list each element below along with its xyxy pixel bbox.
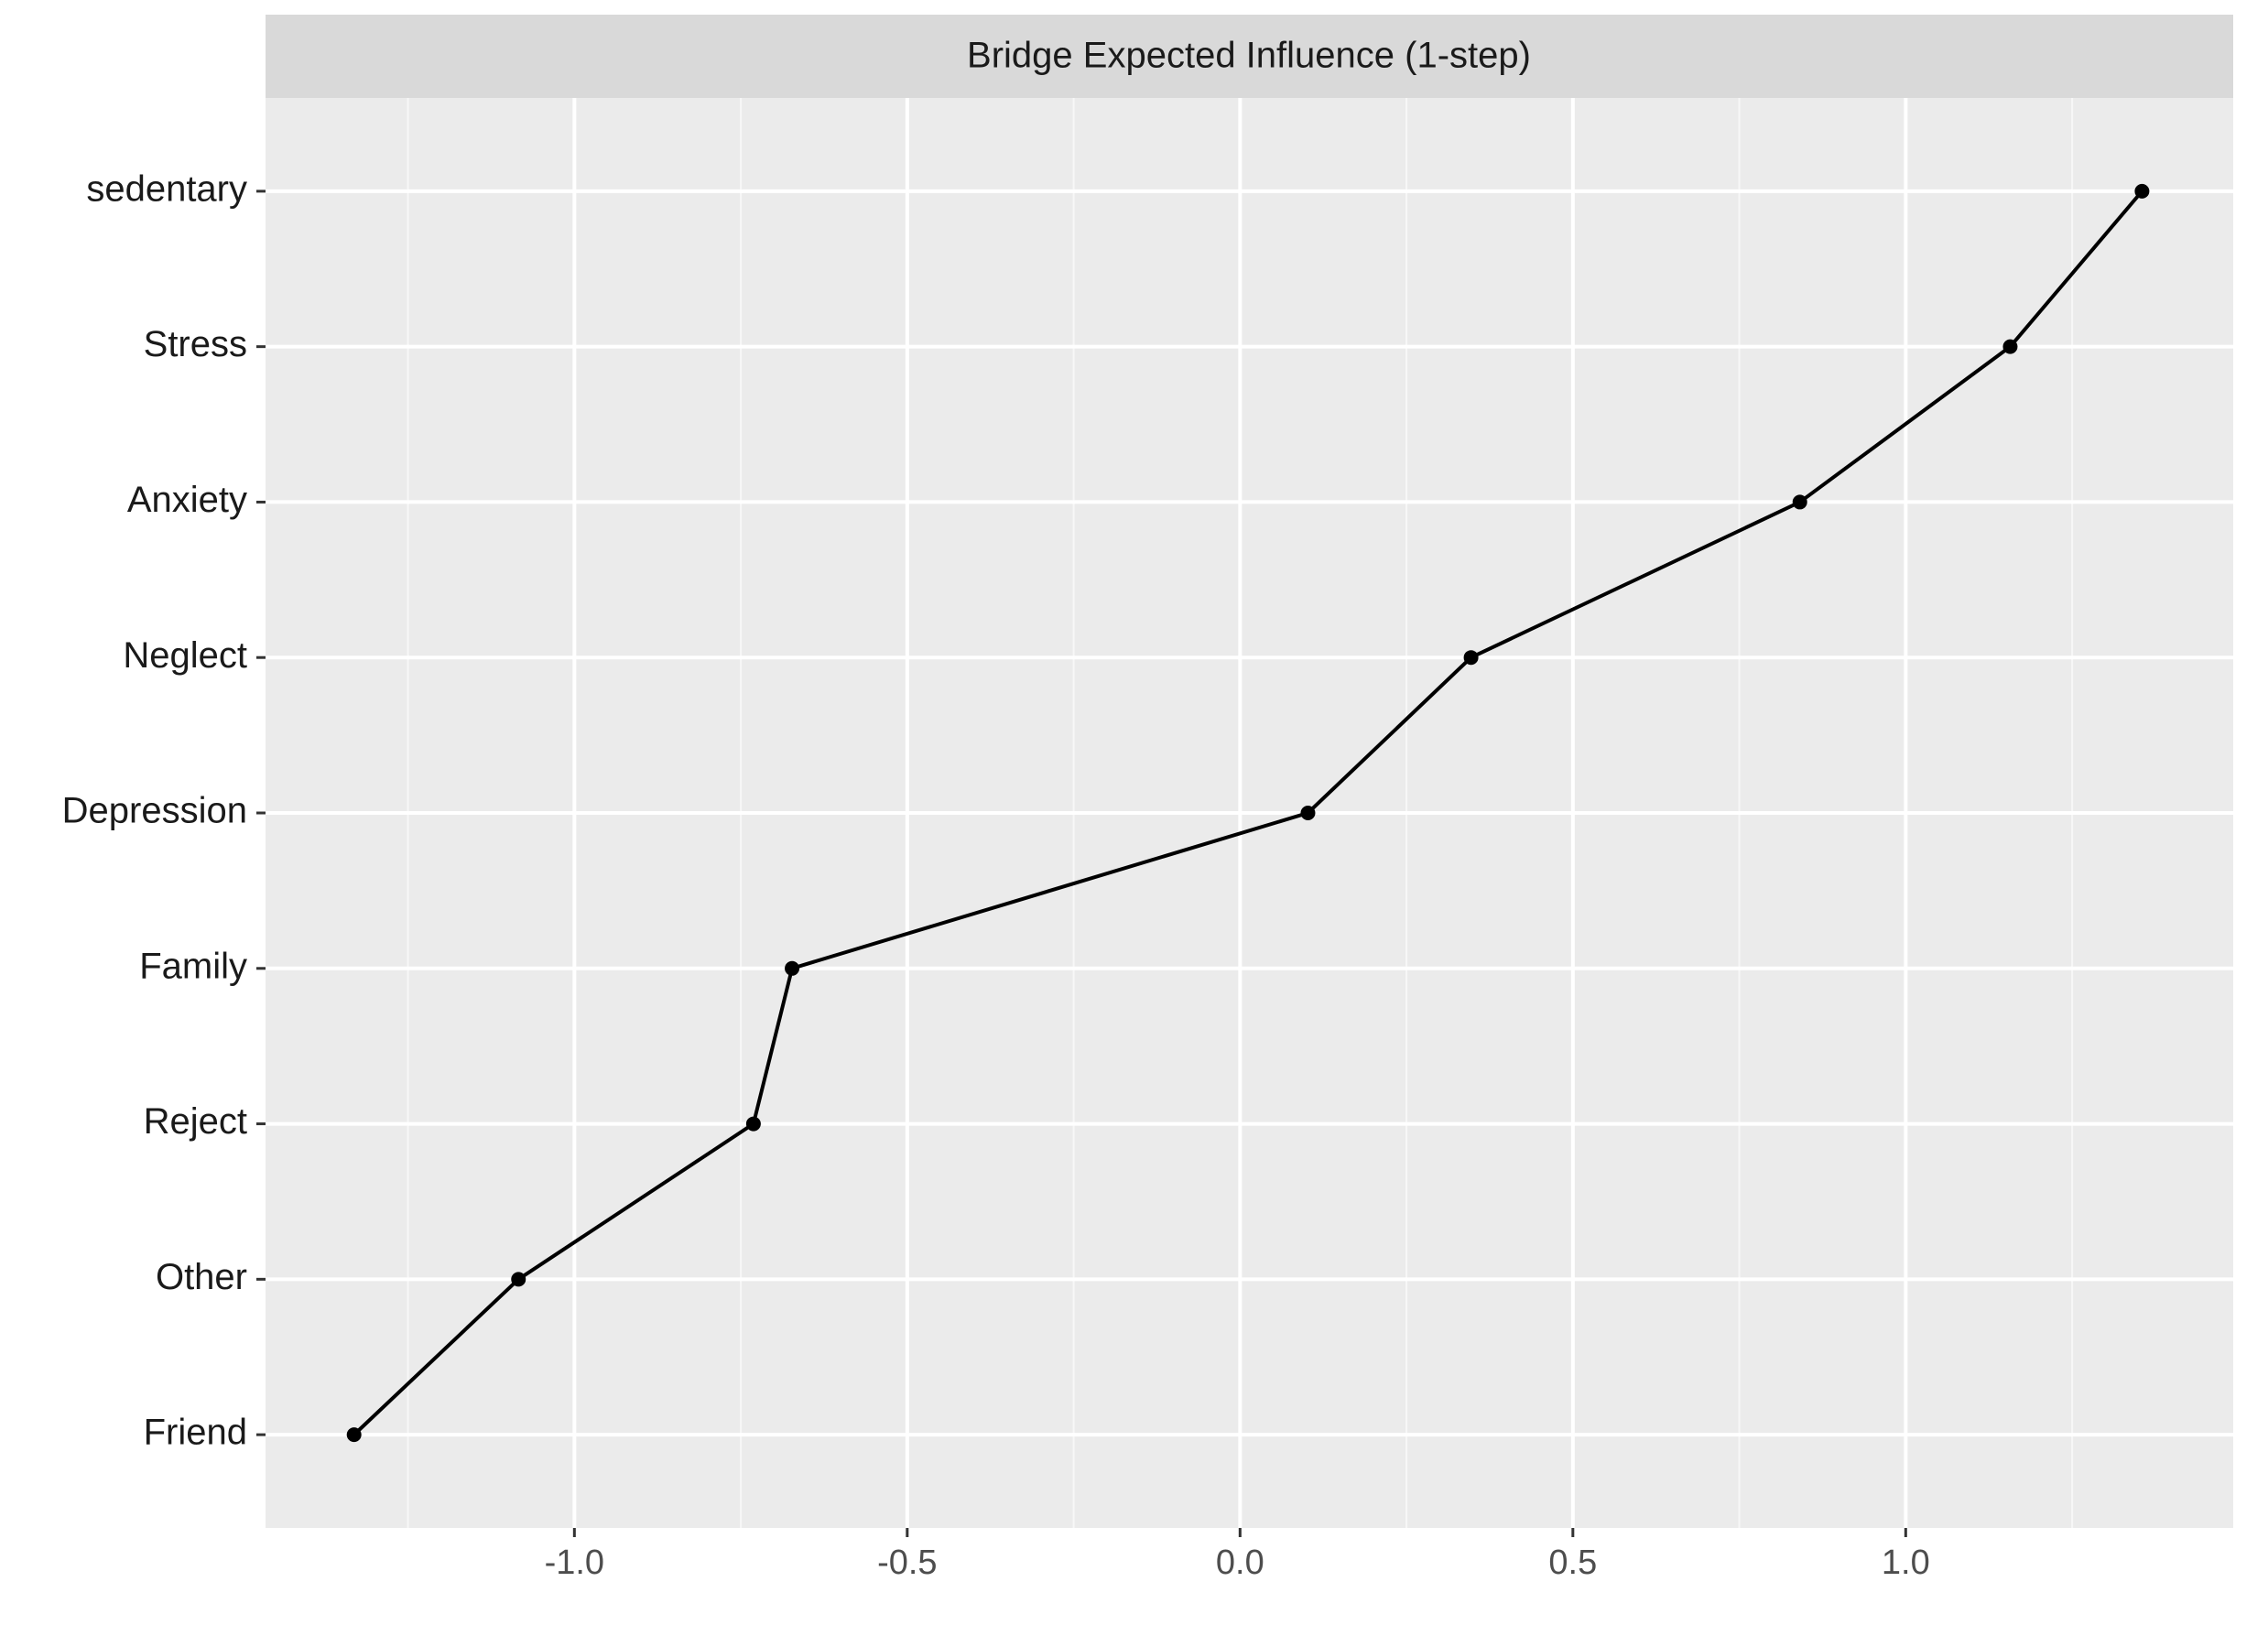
- data-point: [1463, 650, 1479, 666]
- x-tick-label: -0.5: [877, 1544, 937, 1582]
- y-tick-label: Anxiety: [127, 480, 247, 520]
- chart-title: Bridge Expected Influence (1-step): [967, 36, 1531, 76]
- x-tick-label: 0.0: [1216, 1544, 1264, 1582]
- y-tick-label: sedentary: [86, 168, 247, 209]
- data-point: [1300, 806, 1316, 820]
- data-point: [1792, 494, 1807, 510]
- y-tick-label: Depression: [62, 791, 247, 831]
- y-tick-label: Stress: [144, 324, 247, 364]
- data-point: [346, 1427, 362, 1443]
- strip-background: [266, 15, 2233, 98]
- data-point: [2134, 183, 2150, 199]
- y-tick-label: Neglect: [123, 635, 247, 676]
- y-tick-label: Other: [156, 1257, 247, 1297]
- x-tick-label: 0.5: [1548, 1544, 1597, 1582]
- data-point: [511, 1272, 526, 1287]
- y-tick-label: Friend: [144, 1413, 247, 1453]
- data-point: [745, 1116, 761, 1132]
- y-tick-label: Reject: [144, 1101, 247, 1142]
- x-tick-label: -1.0: [545, 1544, 604, 1582]
- data-point: [785, 960, 800, 976]
- x-tick-label: 1.0: [1882, 1544, 1930, 1582]
- data-point: [2002, 339, 2018, 354]
- y-tick-label: Family: [139, 946, 247, 986]
